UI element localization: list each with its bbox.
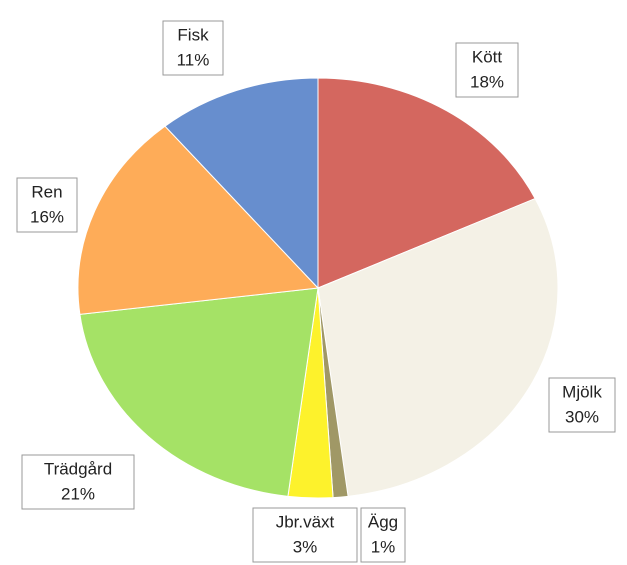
- slice-label: Ägg: [368, 512, 398, 531]
- pie-slice: [77, 125, 320, 315]
- pie-slice: [317, 77, 536, 289]
- label-box: [162, 20, 224, 76]
- slice-label: Jbr.växt: [276, 512, 335, 531]
- slice-label: Kött: [472, 47, 503, 66]
- value-label: 1%: [371, 537, 396, 556]
- pie-slice: [164, 77, 319, 290]
- label-box: [16, 177, 78, 233]
- slice-label: Trädgård: [44, 459, 112, 478]
- slice-label: Mjölk: [562, 382, 602, 401]
- label-box: [21, 454, 135, 510]
- pie-slice: [79, 287, 319, 497]
- pie-slice: [317, 197, 559, 497]
- value-label: 3%: [293, 537, 318, 556]
- value-label: 18%: [470, 72, 504, 91]
- label-box: [360, 507, 406, 563]
- slice-label: Fisk: [177, 25, 209, 44]
- value-label: 21%: [61, 484, 95, 503]
- value-label: 30%: [565, 407, 599, 426]
- slice-label: Ren: [31, 182, 62, 201]
- label-box: [252, 507, 358, 563]
- value-label: 16%: [30, 207, 64, 226]
- value-label: 11%: [177, 50, 210, 69]
- label-box: [455, 42, 519, 98]
- label-box: [548, 377, 616, 433]
